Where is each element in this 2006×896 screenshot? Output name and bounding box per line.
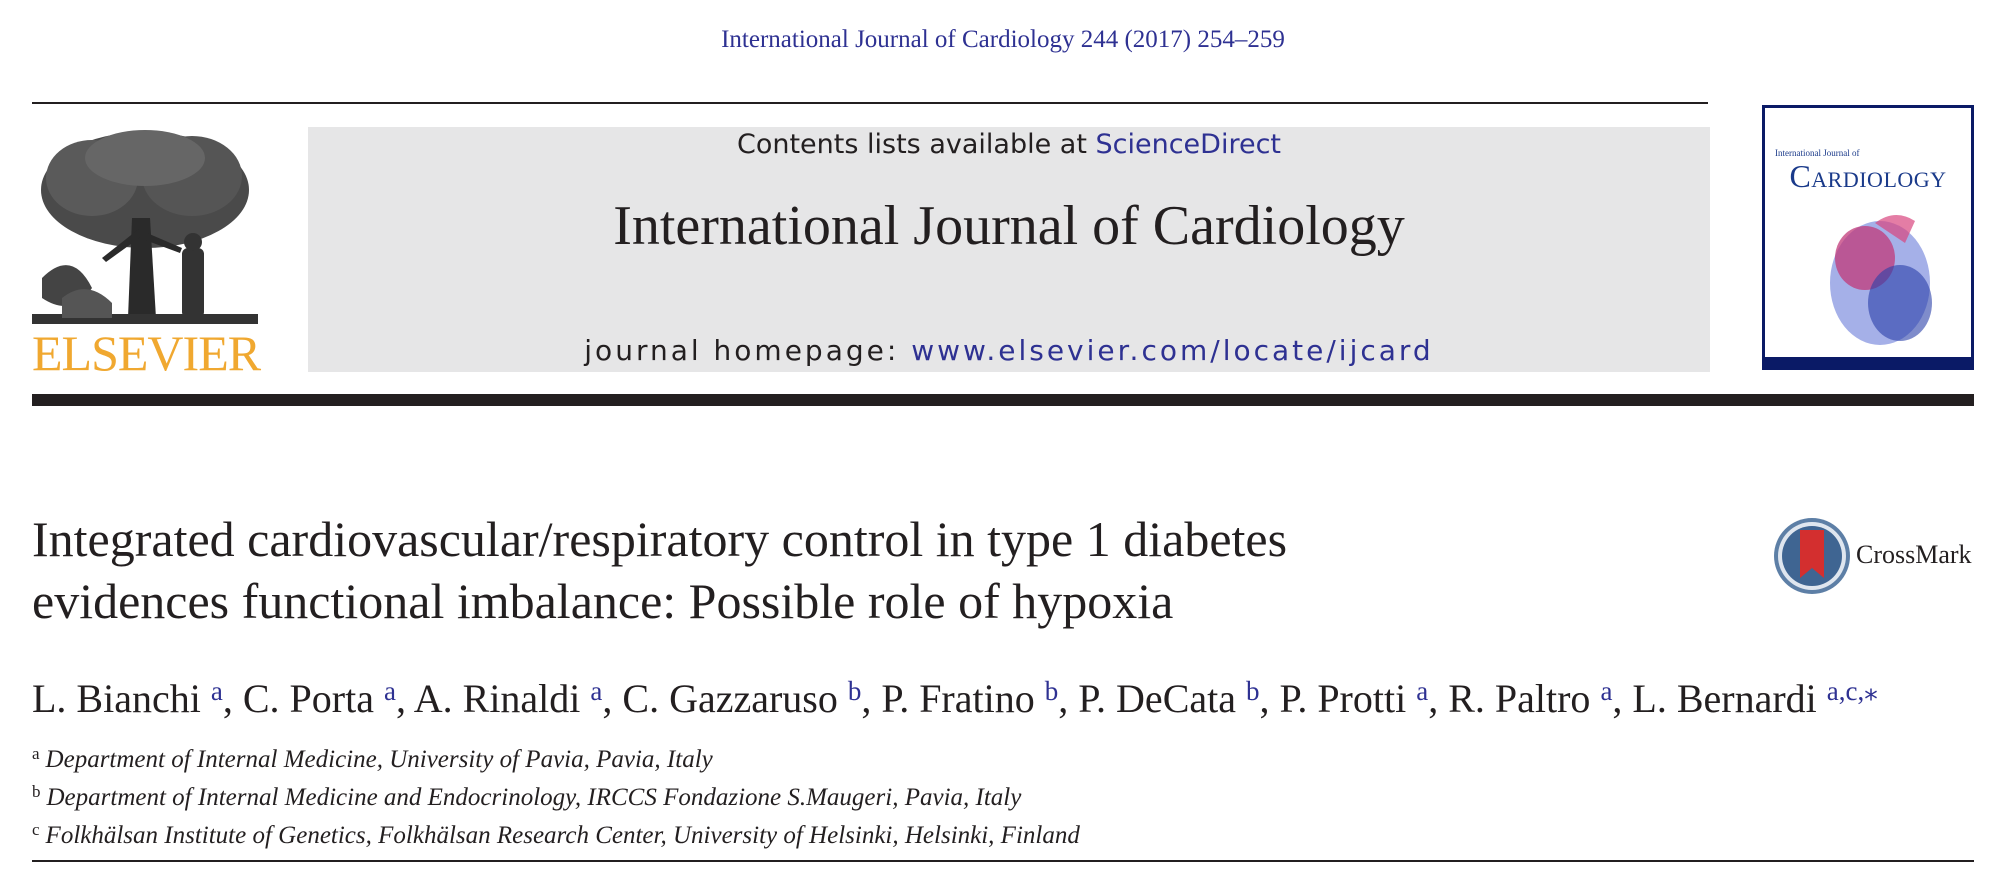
affiliation-text: Department of Internal Medicine and Endo… (46, 784, 1022, 811)
author: L. Bianchi a, (32, 676, 243, 721)
elsevier-logo[interactable]: ELSEVIER (32, 128, 261, 381)
author: P. Protti a, (1280, 676, 1449, 721)
author-affiliation-mark[interactable]: a (590, 676, 603, 706)
author: A. Rinaldi a, (414, 676, 623, 721)
author-separator: , (861, 676, 882, 721)
author-name[interactable]: A. Rinaldi (413, 676, 581, 721)
bottom-divider (32, 860, 1974, 862)
journal-citation[interactable]: International Journal of Cardiology 244 … (721, 26, 1285, 53)
crossmark-label: CrossMark (1856, 540, 1972, 569)
author-separator: , (1058, 676, 1079, 721)
crossmark-badge[interactable]: CrossMark (1772, 516, 1977, 596)
author-name[interactable]: L. Bianchi (32, 676, 201, 721)
cover-subtitle: International Journal of (1775, 148, 1860, 158)
cover-footer-bar (1765, 357, 1971, 367)
author-separator: , (1428, 676, 1449, 721)
sciencedirect-link[interactable]: ScienceDirect (1095, 129, 1282, 160)
affiliation-mark: b (32, 782, 41, 801)
heart-illustration-icon (1830, 214, 1932, 345)
article-title: Integrated cardiovascular/respiratory co… (32, 508, 1682, 632)
author-list: L. Bianchi a, C. Porta a, A. Rinaldi a, … (32, 666, 1992, 724)
journal-homepage-link[interactable]: www.elsevier.com/locate/ijcard (911, 334, 1434, 367)
author: P. Fratino b, (881, 676, 1078, 721)
author: P. DeCata b, (1078, 676, 1279, 721)
author-name[interactable]: P. Protti (1279, 676, 1407, 721)
journal-title: International Journal of Cardiology (613, 195, 1405, 257)
journal-cover-thumbnail[interactable]: International Journal of Cardiology (1762, 105, 1974, 370)
author: R. Paltro a, (1448, 676, 1632, 721)
homepage-prefix: journal homepage: (584, 334, 912, 367)
author-affiliation-mark[interactable]: b (1044, 676, 1059, 706)
cover-title: Cardiology (1789, 158, 1947, 194)
journal-banner: Contents lists available at ScienceDirec… (308, 127, 1710, 372)
author: C. Gazzaruso b, (622, 676, 881, 721)
elsevier-wordmark: ELSEVIER (32, 325, 261, 381)
affiliation-text: Department of Internal Medicine, Univers… (45, 746, 713, 773)
article-title-line: evidences functional imbalance: Possible… (32, 573, 1174, 629)
header-thick-divider (32, 394, 1974, 406)
author-affiliation-mark[interactable]: b (847, 676, 862, 706)
affiliation-item: b Department of Internal Medicine and End… (32, 776, 1972, 814)
author-name[interactable]: R. Paltro (1448, 676, 1591, 721)
author-affiliation-mark[interactable]: a (210, 676, 223, 706)
affiliation-mark: a (32, 744, 40, 763)
author-name[interactable]: P. DeCata (1078, 676, 1236, 721)
top-divider (32, 102, 1708, 104)
author-affiliation-mark[interactable]: a (1416, 676, 1429, 706)
contents-available-line: Contents lists available at ScienceDirec… (308, 127, 1710, 163)
author-name[interactable]: C. Gazzaruso (622, 676, 838, 721)
author-separator: , (222, 676, 243, 721)
affiliation-text: Folkhälsan Institute of Genetics, Folkhä… (45, 822, 1080, 849)
author-separator: , (1259, 676, 1280, 721)
contents-prefix: Contents lists available at (736, 129, 1096, 160)
author-name[interactable]: P. Fratino (881, 676, 1035, 721)
affiliation-item: c Folkhälsan Institute of Genetics, Folkh… (32, 814, 1972, 852)
elsevier-tree-icon (32, 130, 258, 324)
corresponding-author-mark[interactable]: ⁎ (1864, 676, 1878, 706)
author: L. Bernardi a,c,⁎ (1632, 676, 1877, 721)
author-affiliation-mark[interactable]: a,c, (1826, 676, 1865, 706)
article-title-line: Integrated cardiovascular/respiratory co… (32, 511, 1288, 567)
author-separator: , (1612, 676, 1633, 721)
crossmark-icon (1774, 518, 1850, 594)
author-separator: , (602, 676, 623, 721)
author-separator: , (395, 676, 414, 721)
journal-homepage-line: journal homepage: www.elsevier.com/locat… (308, 335, 1710, 367)
author: C. Porta a, (243, 676, 414, 721)
affiliation-item: a Department of Internal Medicine, Univer… (32, 738, 1972, 776)
author-name[interactable]: C. Porta (242, 676, 374, 721)
affiliation-list: a Department of Internal Medicine, Univer… (32, 738, 1972, 852)
author-affiliation-mark[interactable]: a (1600, 676, 1613, 706)
affiliation-mark: c (32, 820, 40, 839)
author-affiliation-mark[interactable]: a (383, 676, 396, 706)
author-affiliation-mark[interactable]: b (1246, 676, 1260, 706)
author-name[interactable]: L. Bernardi (1632, 676, 1817, 721)
